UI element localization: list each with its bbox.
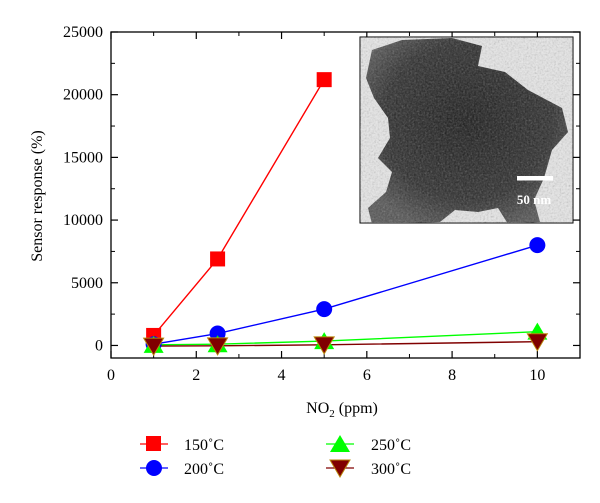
y-tick-label: 0	[95, 337, 103, 354]
data-point	[210, 251, 226, 267]
plot-frame	[110, 31, 581, 359]
series-line	[153, 79, 325, 336]
y-tick-label: 20000	[63, 87, 103, 104]
y-tick-label: 15000	[63, 149, 103, 166]
scale-bar-label: 50 nm	[517, 192, 551, 207]
data-point	[529, 237, 546, 254]
series-line	[153, 341, 538, 347]
scale-bar	[517, 176, 553, 181]
x-axis-title-subscript: 2	[329, 408, 335, 420]
x-tick-label: 4	[278, 367, 286, 384]
data-point	[206, 337, 229, 356]
x-tick-label: 8	[448, 367, 456, 384]
legend-item-250: 250˚C	[326, 435, 411, 454]
legend-label-150: 150˚C	[184, 437, 224, 454]
data-point	[142, 337, 165, 357]
legend-label-300: 300˚C	[371, 461, 411, 478]
x-tick-label: 6	[363, 367, 371, 384]
series-markers	[142, 72, 549, 357]
data-point	[313, 336, 336, 355]
data-point	[316, 301, 333, 318]
legend-item-300: 300˚C	[326, 459, 411, 478]
x-tick-label: 2	[192, 367, 200, 384]
x-axis-title-main: NO	[306, 400, 329, 417]
series-line	[153, 244, 538, 345]
legend: 150˚C 200˚C 250˚C 300˚C	[140, 435, 411, 478]
x-tick-label: 10	[529, 367, 545, 384]
y-tick-label: 10000	[63, 212, 103, 229]
axis-ticks: 0 2 4 6 8 10 0 5000 10000 15000 20000 25000	[63, 24, 580, 384]
y-axis-title: Sensor response (%)	[29, 130, 46, 262]
data-point	[316, 72, 332, 88]
y-tick-label: 25000	[63, 24, 103, 41]
x-axis-title: NO2 (ppm)	[306, 400, 378, 420]
series-line	[153, 330, 538, 346]
legend-item-150: 150˚C	[140, 436, 224, 454]
data-point	[526, 333, 549, 352]
y-tick-label: 5000	[71, 275, 103, 292]
x-axis-title-unit: (ppm)	[335, 400, 378, 417]
legend-item-200: 200˚C	[140, 460, 224, 478]
legend-label-250: 250˚C	[371, 437, 411, 454]
series-lines	[153, 79, 538, 347]
legend-label-200: 200˚C	[184, 461, 224, 478]
inset-micrograph: 50 nm	[359, 36, 574, 224]
x-tick-label: 0	[107, 367, 115, 384]
